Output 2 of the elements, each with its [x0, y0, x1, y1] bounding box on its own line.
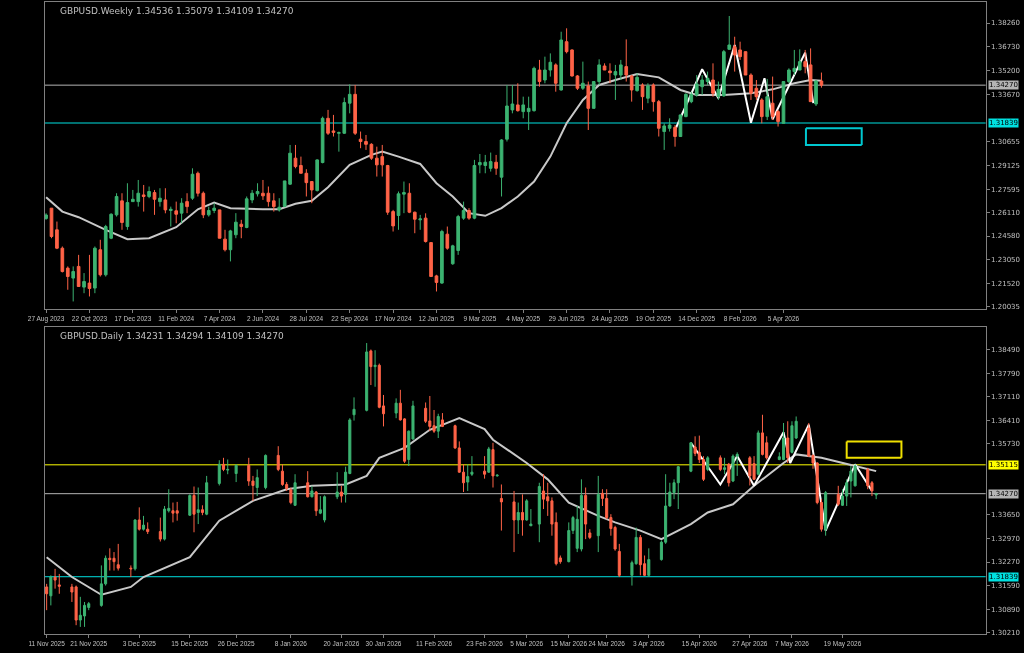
text: GBPUSD.Daily 1.34231 1.34294 1.34109 1.34270 — [60, 331, 285, 341]
text: GBPUSD.Weekly 1.34536 1.35079 1.34109 1.34270 — [60, 6, 294, 16]
